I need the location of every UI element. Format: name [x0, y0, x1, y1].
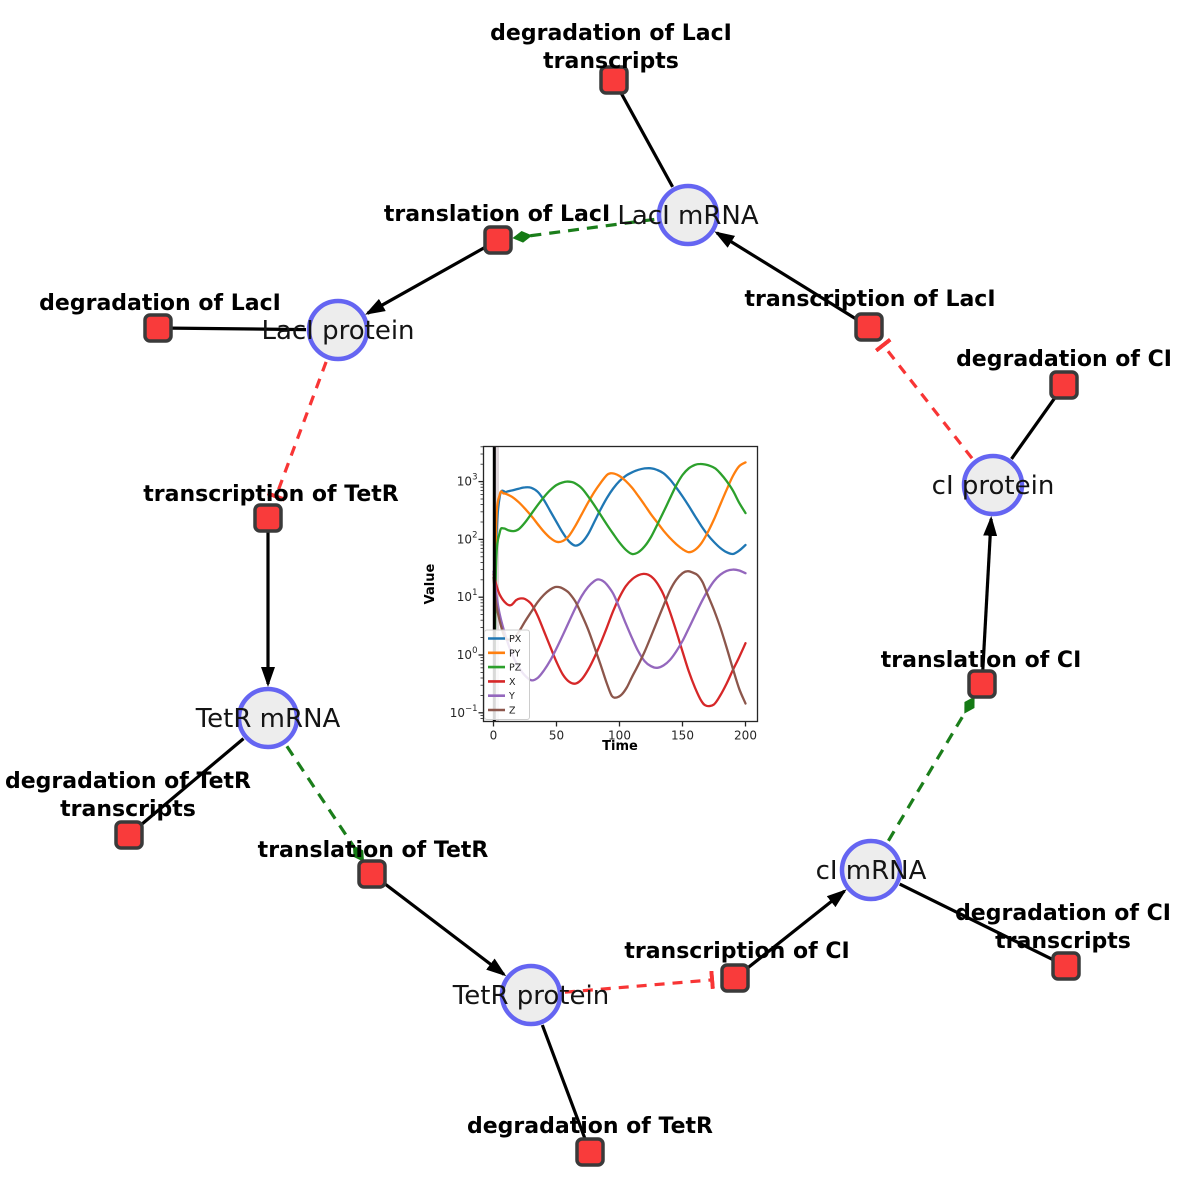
reaction-label-deg-ci-transcripts-line2: transcripts	[995, 929, 1131, 954]
species-label-tetr-protein: TetR protein	[452, 981, 609, 1011]
edge-catalysis-ci-mrna-to-translation-ci	[887, 696, 975, 842]
edge-consumption-deg-ci-to-ci-protein	[1010, 394, 1058, 460]
species-label-ci-protein: cI protein	[932, 471, 1055, 501]
species-node-ci-mrna	[839, 838, 903, 902]
edge-catalysis-laci-mrna-to-translation-laci	[512, 217, 655, 243]
reaction-label-deg-laci-transcripts-line2: transcripts	[543, 49, 679, 74]
edge-catalysis-tetr-mrna-to-translation-tetr	[285, 745, 364, 862]
x-tick-label: 100	[608, 729, 631, 743]
reaction-node-deg-tetr-transcripts	[114, 820, 144, 850]
reaction-label-deg-ci-transcripts: degradation of CI	[955, 901, 1171, 926]
legend-box	[484, 629, 530, 720]
reaction-label-deg-tetr-transcripts: degradation of TetR	[5, 769, 251, 794]
edge-production-translation-laci-to-laci-protein	[364, 245, 487, 315]
x-tick-label: 150	[671, 729, 694, 743]
reaction-node-transcription-ci	[720, 963, 750, 993]
x-axis-label: Time	[602, 739, 638, 754]
edge-production-translation-ci-to-ci-protein	[981, 515, 998, 671]
reaction-label-transcription-tetr: transcription of TetR	[143, 482, 399, 507]
reaction-label-deg-tetr-transcripts-line2: transcripts	[60, 797, 196, 822]
reaction-label-deg-ci: degradation of CI	[956, 347, 1172, 372]
edge-production-transcription-laci-to-laci-mrna	[714, 231, 858, 321]
edge-production-transcription-ci-to-ci-mrna	[745, 889, 847, 971]
series-line-X	[492, 572, 747, 708]
species-node-tetr-protein	[499, 963, 563, 1027]
x-tick-label: 0	[490, 729, 498, 743]
series-line-PX	[493, 466, 747, 708]
legend-label-PX: PX	[509, 634, 522, 645]
edge-consumption-deg-laci-to-laci-protein	[170, 326, 307, 332]
series-line-PZ	[493, 462, 747, 708]
species-node-laci-protein	[306, 298, 370, 362]
edge-inhibition-ci-protein-to-transcription-laci	[874, 337, 974, 460]
reaction-node-translation-ci	[967, 669, 997, 699]
y-tick-label: 102	[457, 530, 478, 546]
reaction-node-deg-tetr	[575, 1137, 605, 1167]
reaction-node-transcription-tetr	[253, 503, 283, 533]
reaction-node-translation-tetr	[357, 859, 387, 889]
series-line-PY	[493, 461, 747, 708]
reaction-node-deg-laci-transcripts	[599, 65, 629, 95]
edge-inhibition-laci-protein-to-transcription-tetr	[266, 361, 328, 502]
reaction-label-translation-ci: translation of CI	[881, 648, 1082, 673]
reaction-node-translation-laci	[483, 225, 513, 255]
reaction-label-translation-tetr: translation of TetR	[258, 838, 489, 863]
edge-consumption-deg-laci-transcripts-to-laci-mrna	[618, 90, 675, 188]
edge-consumption-deg-tetr-transcripts-to-tetr-mrna	[137, 737, 245, 828]
reaction-node-deg-laci	[143, 313, 173, 343]
legend-label-X: X	[509, 677, 516, 688]
chart-legend: PX PY PZ XYZ	[484, 629, 530, 720]
edges-layer	[137, 90, 1058, 1141]
reaction-label-transcription-ci: transcription of CI	[624, 939, 849, 964]
species-label-tetr-mrna: TetR mRNA	[195, 704, 341, 734]
reaction-label-deg-laci: degradation of LacI	[39, 291, 281, 316]
x-tick-label: 50	[549, 729, 564, 743]
reaction-label-translation-laci: translation of LacI	[384, 202, 610, 227]
species-node-tetr-mrna	[236, 686, 300, 750]
timeseries-chart: 0 50 100 150 200 10−1 100 101 102 103 PX PY PZ XYZ Ti…	[423, 445, 759, 754]
legend-label-PZ: PZ	[509, 663, 522, 674]
nodes-layer	[114, 65, 1081, 1167]
species-label-laci-protein: LacI protein	[261, 316, 414, 346]
reaction-node-deg-ci-transcripts	[1051, 951, 1081, 981]
series-line-Y	[492, 568, 747, 682]
species-label-laci-mrna: LacI mRNA	[617, 201, 758, 231]
legend-label-PY: PY	[509, 648, 521, 659]
legend-label-Z: Z	[509, 706, 516, 717]
species-label-ci-mrna: cI mRNA	[816, 856, 927, 886]
reaction-label-transcription-laci: transcription of LacI	[744, 287, 995, 312]
edge-consumption-deg-ci-transcripts-to-ci-mrna	[898, 882, 1056, 962]
y-tick-label: 103	[457, 473, 478, 489]
legend-label-Y: Y	[508, 691, 515, 702]
edge-production-translation-tetr-to-tetr-protein	[382, 881, 507, 977]
edge-consumption-deg-tetr-to-tetr-protein	[540, 1024, 587, 1141]
axes-box	[482, 445, 759, 723]
x-tick-label: 200	[734, 729, 757, 743]
reaction-label-deg-tetr: degradation of TetR	[467, 1114, 713, 1139]
reaction-node-deg-ci	[1049, 370, 1079, 400]
y-tick-label: 10−1	[450, 704, 478, 720]
reaction-node-transcription-laci	[854, 312, 884, 342]
curves-layer	[492, 461, 747, 708]
edge-inhibition-tetr-protein-to-transcription-ci	[564, 970, 715, 994]
species-node-laci-mrna	[656, 183, 720, 247]
species-node-ci-protein	[961, 453, 1025, 517]
y-tick-label: 101	[457, 588, 478, 604]
labels-layer: degradation of LacI transcripts translatio…	[5, 21, 1172, 1139]
y-axis-label: Value	[423, 563, 438, 604]
y-tick-label: 100	[457, 646, 478, 662]
reaction-label-deg-laci-transcripts: degradation of LacI	[490, 21, 732, 46]
series-line-Z	[492, 570, 747, 705]
